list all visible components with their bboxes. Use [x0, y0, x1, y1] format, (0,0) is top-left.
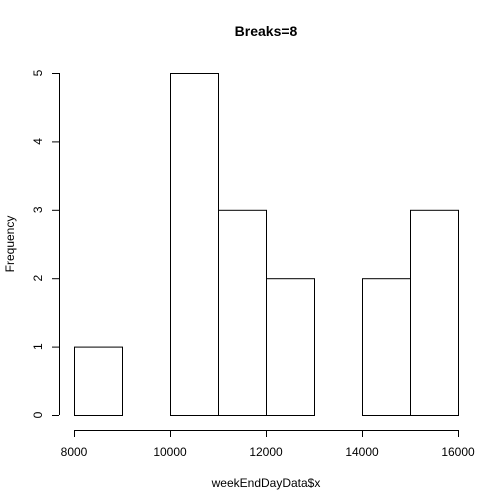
y-tick-label: 4	[31, 138, 45, 145]
x-axis: 8000 10000 12000 14000 16000	[61, 430, 475, 459]
x-tick-label: 10000	[153, 445, 187, 459]
y-tick-label: 2	[31, 275, 45, 282]
y-axis: 0 1 2 3 4 5	[31, 69, 60, 418]
histogram-bar-2	[170, 73, 219, 416]
y-axis-label: Frequency	[3, 216, 17, 273]
y-tick-label: 5	[31, 69, 45, 76]
x-tick-label: 12000	[249, 445, 283, 459]
histogram-bar-6	[362, 278, 411, 417]
chart-title: Breaks=8	[235, 23, 298, 39]
y-tick-label: 0	[31, 411, 45, 418]
x-tick-label: 16000	[441, 445, 475, 459]
y-tick-label: 3	[31, 206, 45, 213]
histogram-bar-4	[266, 278, 315, 417]
x-tick-label: 14000	[345, 445, 379, 459]
histogram-bar-0	[74, 346, 123, 417]
y-tick-label: 1	[31, 343, 45, 350]
bars-group	[74, 73, 459, 417]
histogram-bar-3	[218, 209, 267, 416]
x-tick-label: 8000	[61, 445, 88, 459]
histogram-bar-7	[410, 209, 459, 416]
x-axis-label: weekEndDayData$x	[211, 476, 321, 490]
